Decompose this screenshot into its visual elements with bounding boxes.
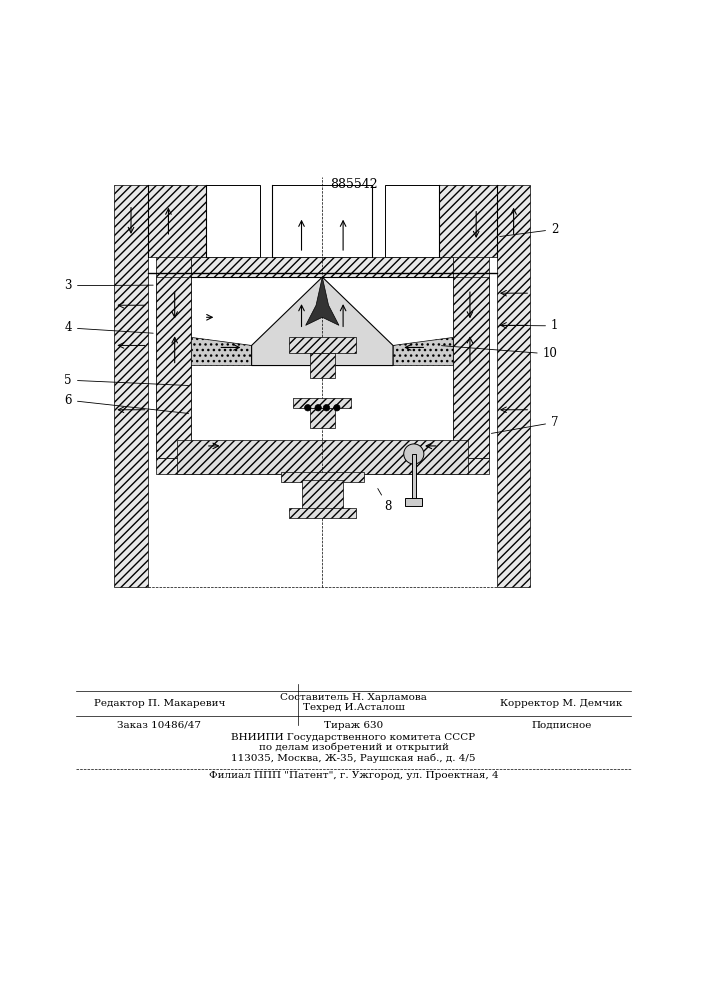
Text: Составитель Н. Харламова: Составитель Н. Харламова — [280, 693, 427, 702]
Text: Редактор П. Макаревич: Редактор П. Макаревич — [94, 699, 225, 708]
Polygon shape — [393, 337, 453, 366]
Text: 2: 2 — [500, 223, 559, 237]
Bar — [289, 337, 356, 353]
Bar — [156, 458, 489, 474]
Bar — [439, 185, 497, 257]
Circle shape — [305, 405, 311, 411]
Bar — [310, 353, 335, 378]
Text: 1: 1 — [500, 319, 559, 332]
Text: Филиал ППП "Патент", г. Ужгород, ул. Проектная, 4: Филиал ППП "Патент", г. Ужгород, ул. Про… — [209, 771, 498, 780]
Bar — [289, 508, 356, 518]
Bar — [411, 454, 416, 498]
Polygon shape — [305, 277, 339, 325]
Bar — [310, 408, 335, 428]
Text: 4: 4 — [64, 321, 153, 334]
Text: 8: 8 — [378, 489, 392, 513]
Text: 9: 9 — [314, 500, 322, 513]
Bar — [453, 185, 489, 458]
Bar — [156, 185, 192, 458]
Text: Корректор М. Демчик: Корректор М. Демчик — [501, 699, 623, 708]
Bar — [453, 277, 489, 458]
Bar — [497, 185, 530, 587]
Bar — [206, 185, 260, 257]
Text: 5: 5 — [64, 374, 189, 387]
Circle shape — [323, 405, 329, 411]
Text: 3: 3 — [64, 279, 153, 292]
Text: 7: 7 — [491, 416, 559, 433]
Text: 885542: 885542 — [329, 178, 378, 191]
Bar — [272, 185, 372, 257]
Text: 6: 6 — [64, 394, 189, 413]
Text: Техред И.Асталош: Техред И.Асталош — [303, 703, 404, 712]
Bar — [385, 185, 439, 257]
Circle shape — [404, 444, 424, 464]
Bar — [156, 277, 192, 458]
Bar — [177, 440, 468, 474]
Bar — [281, 472, 364, 482]
Text: 10: 10 — [442, 346, 558, 360]
Text: Подписное: Подписное — [531, 721, 592, 730]
Bar — [406, 498, 422, 506]
Bar — [148, 185, 206, 257]
Text: 113035, Москва, Ж-35, Раушская наб., д. 4/5: 113035, Москва, Ж-35, Раушская наб., д. … — [231, 753, 476, 763]
Polygon shape — [192, 337, 252, 366]
Polygon shape — [252, 277, 393, 366]
Text: Тираж 630: Тираж 630 — [324, 721, 383, 730]
Text: ВНИИПИ Государственного комитета СССР: ВНИИПИ Государственного комитета СССР — [231, 733, 476, 742]
Text: по делам изобретений и открытий: по делам изобретений и открытий — [259, 743, 448, 752]
Circle shape — [315, 405, 322, 411]
Circle shape — [334, 405, 340, 411]
Bar — [293, 398, 351, 408]
Text: Заказ 10486/47: Заказ 10486/47 — [117, 721, 201, 730]
Bar — [301, 480, 343, 510]
Bar — [115, 185, 148, 587]
Bar — [192, 257, 453, 277]
